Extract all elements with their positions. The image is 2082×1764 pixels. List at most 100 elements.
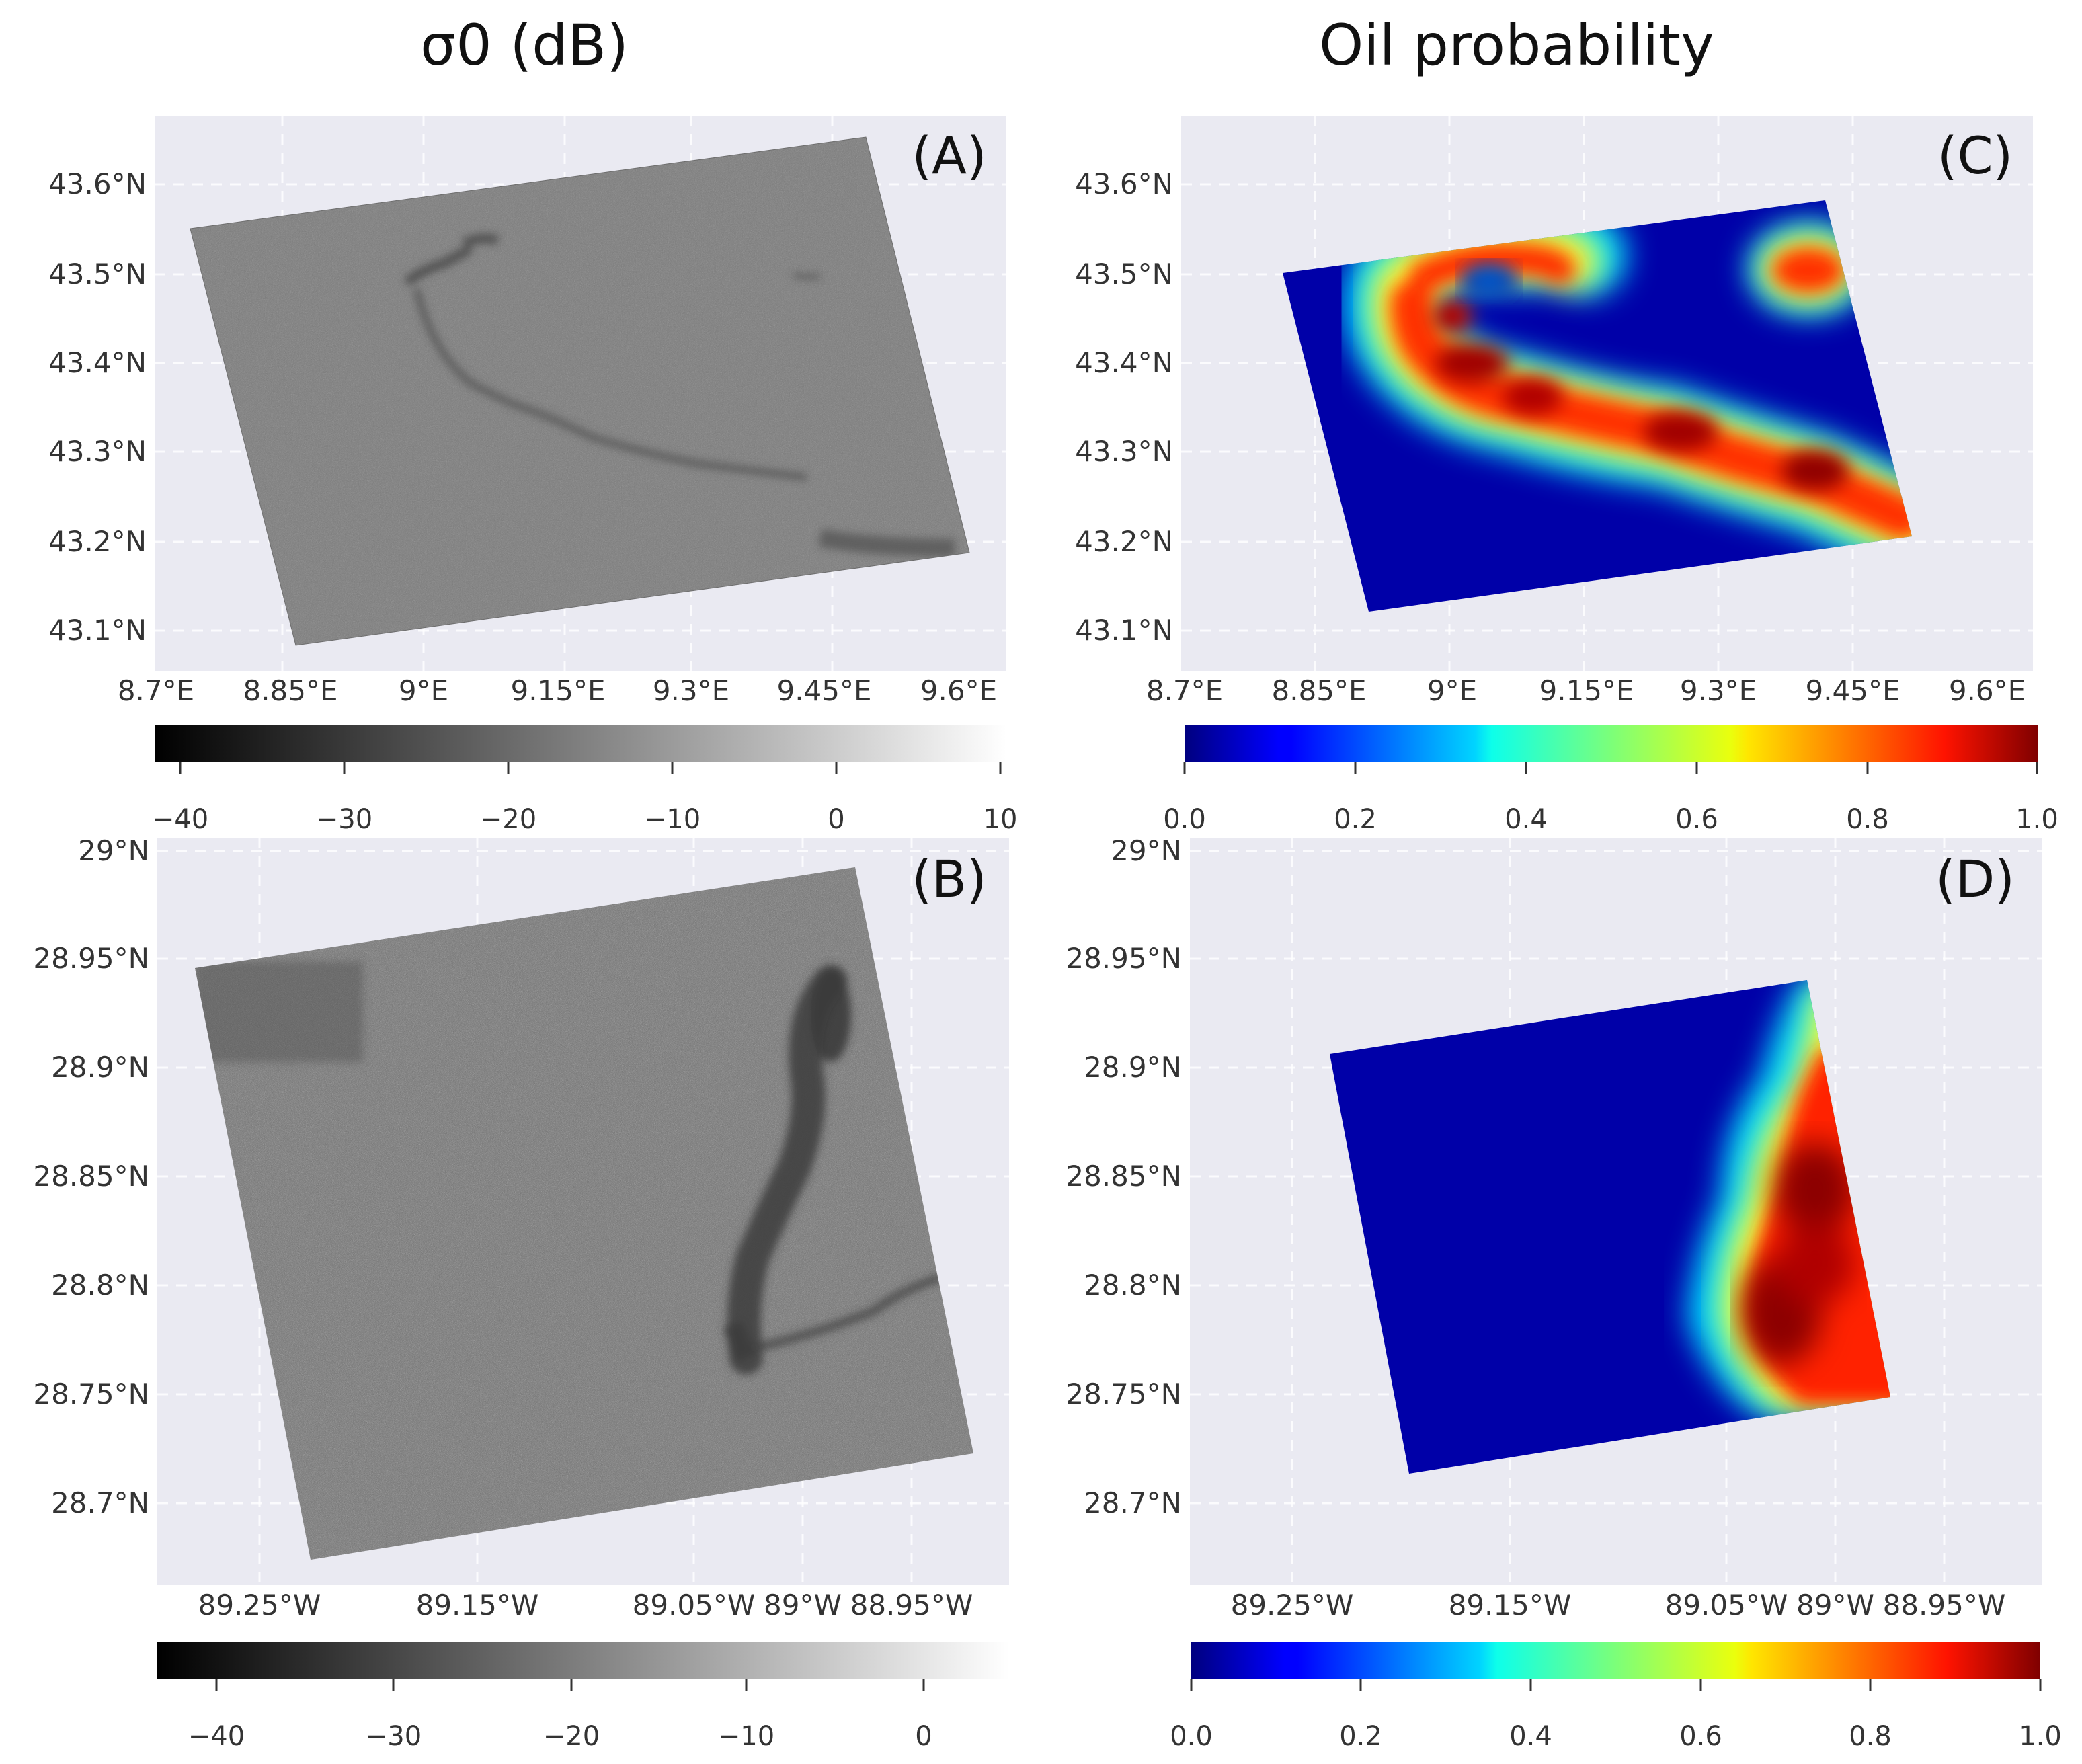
x-tick: 9.6°E <box>920 674 997 707</box>
y-tick: 43.5°N <box>48 257 147 290</box>
colorbar-tick: 0.0 <box>1170 1721 1213 1752</box>
colorbar-tick: −40 <box>188 1721 245 1752</box>
y-tick: 28.8°N <box>51 1269 149 1301</box>
colorbar-d: 0.0 0.2 0.4 0.6 0.8 1.0 <box>1170 1642 2062 1752</box>
colorbar-tick: 0 <box>915 1721 932 1752</box>
colorbar-b: −40 −30 −20 −10 0 <box>157 1642 1009 1752</box>
sar-image-a <box>190 137 969 645</box>
y-tick: 28.95°N <box>1066 942 1182 975</box>
y-tick: 43.2°N <box>1075 525 1173 558</box>
colorbar-tick: −10 <box>718 1721 774 1752</box>
colorbar-gradient <box>155 725 1006 762</box>
colorbar-tick: −30 <box>316 804 372 835</box>
panel-label: (C) <box>1937 126 2013 186</box>
y-tick: 43.3°N <box>1075 435 1173 468</box>
y-tick: 28.8°N <box>1084 1269 1182 1301</box>
oil-slick-a <box>403 233 955 557</box>
x-tick-labels: 89.25°W 89.15°W 89.05°W 89°W 88.95°W <box>1231 1589 2006 1621</box>
y-tick: 29°N <box>1111 834 1182 867</box>
colorbar-tick: 0.6 <box>1675 804 1718 835</box>
colorbar-ticks <box>215 1679 925 1691</box>
y-tick-labels: 28.7°N 28.75°N 28.8°N 28.85°N 28.9°N 28.… <box>1066 834 1182 1519</box>
x-tick: 89°W <box>1796 1589 1874 1621</box>
y-tick: 43.6°N <box>1075 167 1173 200</box>
panel-a: (A) 43.1°N 43.2°N 43.3°N 43.4°N 43.5°N 4… <box>48 116 1017 835</box>
y-tick: 28.7°N <box>1084 1486 1182 1519</box>
x-tick: 8.85°E <box>243 674 337 707</box>
title-sigma0: σ0 (dB) <box>420 12 629 78</box>
x-tick: 89.05°W <box>1665 1589 1788 1621</box>
colorbar-ticks <box>179 762 1002 774</box>
colorbar-gradient <box>157 1642 1009 1679</box>
colorbar-gradient <box>1191 1642 2040 1679</box>
colorbar-ticks <box>1190 1679 2042 1691</box>
colorbar-ticks <box>1183 762 2038 774</box>
colorbar-tick: 0.2 <box>1339 1721 1382 1752</box>
x-tick: 89°W <box>764 1589 842 1621</box>
y-tick: 28.85°N <box>33 1160 149 1193</box>
y-tick-labels: 43.1°N 43.2°N 43.3°N 43.4°N 43.5°N 43.6°… <box>48 167 147 647</box>
colorbar-tick: 1.0 <box>2015 804 2058 835</box>
colorbar-tick: −30 <box>365 1721 422 1752</box>
panel-label: (B) <box>912 849 986 909</box>
colorbar-labels: −40 −30 −20 −10 0 <box>188 1721 932 1752</box>
y-tick-labels: 28.7°N 28.75°N 28.8°N 28.85°N 28.9°N 28.… <box>33 834 149 1519</box>
x-tick: 88.95°W <box>1883 1589 2006 1621</box>
y-tick: 28.95°N <box>33 942 149 975</box>
y-tick: 43.1°N <box>1075 614 1173 647</box>
colorbar-tick: 0.4 <box>1505 804 1548 835</box>
x-tick: 9.6°E <box>1949 674 2026 707</box>
y-tick: 43.4°N <box>1075 346 1173 379</box>
y-tick-labels: 43.1°N 43.2°N 43.3°N 43.4°N 43.5°N 43.6°… <box>1075 167 1173 647</box>
x-tick: 88.95°W <box>850 1589 973 1621</box>
colorbar-gradient <box>1185 725 2038 762</box>
y-tick: 28.85°N <box>1066 1160 1182 1193</box>
y-tick: 43.6°N <box>48 167 147 200</box>
colorbar-tick: 0.2 <box>1334 804 1377 835</box>
colorbar-tick: −20 <box>543 1721 600 1752</box>
panel-label: (A) <box>912 126 986 186</box>
colorbar-labels: 0.0 0.2 0.4 0.6 0.8 1.0 <box>1163 804 2058 835</box>
y-tick: 43.1°N <box>48 614 147 647</box>
panel-b: (B) 28.7°N 28.75°N 28.8°N 28.85°N 28.9°N… <box>33 834 1009 1752</box>
colorbar-c: 0.0 0.2 0.4 0.6 0.8 1.0 <box>1163 725 2058 835</box>
x-tick: 8.7°E <box>1146 674 1223 707</box>
y-tick: 29°N <box>78 834 149 867</box>
sar-image-b <box>195 867 973 1560</box>
colorbar-tick: 0.6 <box>1679 1721 1722 1752</box>
colorbar-tick: −10 <box>644 804 700 835</box>
y-tick: 43.5°N <box>1075 257 1173 290</box>
panel-label: (D) <box>1935 849 2015 909</box>
y-tick: 28.75°N <box>33 1377 149 1410</box>
colorbar-tick: 1.0 <box>2019 1721 2062 1752</box>
x-tick: 89.25°W <box>1231 1589 1354 1621</box>
colorbar-tick: −40 <box>152 804 208 835</box>
probability-map-c <box>1283 200 1912 612</box>
x-tick: 9.15°E <box>1539 674 1634 707</box>
x-tick: 89.05°W <box>633 1589 756 1621</box>
y-tick: 28.75°N <box>1066 1377 1182 1410</box>
x-tick: 89.15°W <box>416 1589 539 1621</box>
x-tick: 89.25°W <box>198 1589 321 1621</box>
colorbar-labels: 0.0 0.2 0.4 0.6 0.8 1.0 <box>1170 1721 2062 1752</box>
gridlines <box>1190 838 2042 1585</box>
colorbar-tick: 0.8 <box>1846 804 1889 835</box>
y-tick: 28.7°N <box>51 1486 149 1519</box>
y-tick: 43.4°N <box>48 346 147 379</box>
x-tick: 8.85°E <box>1271 674 1366 707</box>
colorbar-tick: 0.8 <box>1849 1721 1892 1752</box>
y-tick: 28.9°N <box>51 1051 149 1084</box>
y-tick: 43.3°N <box>48 435 147 468</box>
x-tick: 89.15°W <box>1449 1589 1572 1621</box>
y-tick: 28.9°N <box>1084 1051 1182 1084</box>
colorbar-tick: 0 <box>828 804 844 835</box>
title-oil-probability: Oil probability <box>1319 12 1714 78</box>
colorbar-tick: −20 <box>480 804 536 835</box>
x-tick: 9.45°E <box>1805 674 1900 707</box>
y-tick: 43.2°N <box>48 525 147 558</box>
panel-c: (C) 43.1°N 43.2°N 43.3°N 43.4°N 43.5°N 4… <box>1075 116 2058 835</box>
x-tick: 9.15°E <box>510 674 605 707</box>
x-tick: 9.45°E <box>776 674 871 707</box>
x-tick: 9°E <box>1427 674 1477 707</box>
x-tick-labels: 8.7°E 8.85°E 9°E 9.15°E 9.3°E 9.45°E 9.6… <box>1146 674 2026 707</box>
